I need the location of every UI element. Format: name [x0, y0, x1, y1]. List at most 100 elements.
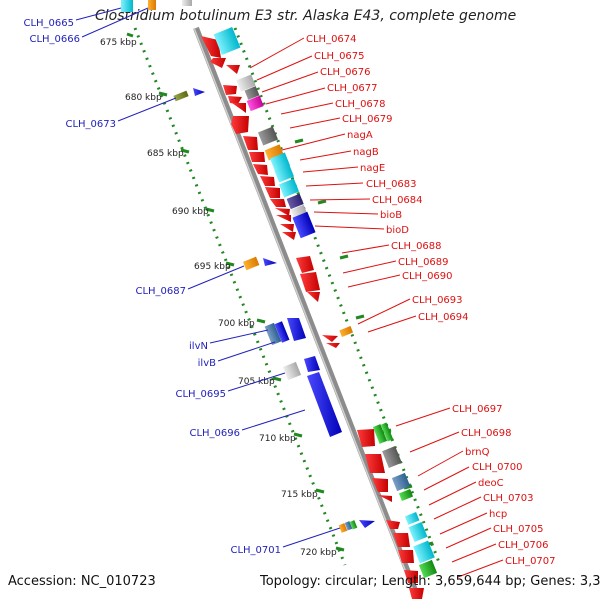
gene-label[interactable]: CLH_0707 — [505, 556, 556, 567]
gene-label[interactable]: CLH_0678 — [335, 99, 386, 110]
gene-label[interactable]: ilvN — [189, 341, 208, 352]
tick-label: 680 kbp — [125, 93, 162, 103]
gene-arrow — [296, 256, 314, 273]
gene-arrow — [210, 58, 226, 68]
backbone-highlight — [193, 27, 417, 599]
gene-arrow — [386, 520, 400, 529]
gene-arrow — [249, 152, 265, 162]
gene-label[interactable]: CLH_0703 — [483, 493, 534, 504]
gene-label[interactable]: deoC — [478, 478, 504, 489]
tick-label: 720 kbp — [300, 548, 337, 558]
gene-block — [244, 86, 260, 100]
gene-arrow — [404, 570, 418, 583]
gene-block — [274, 321, 290, 343]
gene-label[interactable]: bioB — [380, 210, 402, 221]
gene-block — [264, 144, 284, 161]
gene-label[interactable]: CLH_0698 — [461, 428, 512, 439]
gene-label[interactable]: ilvB — [198, 358, 216, 369]
gene-label[interactable]: CLH_0677 — [327, 83, 378, 94]
tick-label: 710 kbp — [259, 434, 296, 444]
gene-arrow — [276, 215, 291, 222]
gene-label[interactable]: CLH_0690 — [402, 271, 453, 282]
gene-arrow — [372, 478, 388, 492]
tick-label: 700 kbp — [218, 319, 255, 329]
gene-label[interactable]: CLH_0705 — [493, 524, 544, 535]
gene-block — [339, 325, 354, 337]
gene-block — [398, 489, 414, 501]
gene-block — [286, 193, 304, 210]
gene-label[interactable]: CLH_0695 — [175, 389, 226, 400]
gene-block — [372, 424, 388, 444]
gene-arrow — [232, 103, 246, 113]
gene-label[interactable]: CLH_0696 — [189, 428, 240, 439]
gene-arrow — [253, 164, 268, 175]
gene-arrow — [307, 372, 342, 437]
gene-label[interactable]: hcp — [489, 509, 507, 520]
gene-block — [344, 521, 353, 531]
gene-arrow — [260, 176, 275, 186]
gene-arrow — [243, 136, 258, 150]
gene-label[interactable]: CLH_0666 — [29, 34, 80, 45]
gene-block — [404, 512, 420, 525]
gene-label[interactable]: CLH_0688 — [391, 241, 442, 252]
gene-block — [413, 540, 435, 564]
gene-arrow — [378, 495, 392, 502]
gene-label[interactable]: CLH_0676 — [320, 67, 371, 78]
gene-label[interactable]: CLH_0701 — [230, 545, 281, 556]
gene-arrow — [228, 96, 242, 104]
gene-label[interactable]: CLH_0687 — [135, 286, 186, 297]
tick-label: 715 kbp — [281, 490, 318, 500]
gene-label[interactable]: CLH_0693 — [412, 295, 463, 306]
gene-label[interactable]: CLH_0700 — [472, 462, 523, 473]
gene-label[interactable]: CLH_0675 — [314, 51, 365, 62]
gene-label[interactable]: CLH_0706 — [498, 540, 549, 551]
gene-block — [380, 422, 394, 442]
gene-block — [338, 523, 348, 533]
gene-label[interactable]: CLH_0694 — [418, 312, 469, 323]
gene-block — [236, 74, 256, 92]
gene-block — [264, 322, 282, 346]
gene-label[interactable]: CLH_0684 — [372, 195, 423, 206]
gene-block — [282, 361, 302, 381]
gene-label[interactable]: nagA — [347, 130, 373, 141]
gene-arrow — [275, 208, 290, 216]
gene-label[interactable]: CLH_0697 — [452, 404, 503, 415]
gene-arrow — [393, 533, 410, 547]
gene-block — [278, 178, 300, 198]
tick-label: 675 kbp — [100, 38, 137, 48]
gene-block — [243, 256, 260, 271]
gene-arrow — [322, 335, 338, 342]
gene-block — [391, 472, 411, 492]
gene-label[interactable]: CLH_0674 — [306, 34, 357, 45]
gene-block — [349, 520, 358, 530]
gene-label[interactable]: CLH_0679 — [342, 114, 393, 125]
gene-label[interactable]: nagB — [353, 147, 379, 158]
gene-arrow — [201, 36, 221, 58]
gene-label[interactable]: CLH_0683 — [366, 179, 417, 190]
gene-arrow — [270, 199, 286, 207]
gene-block — [292, 211, 316, 239]
gene-block — [121, 0, 133, 12]
gene-block — [418, 559, 438, 579]
gene-block — [408, 521, 428, 543]
forward-gene-blocks — [173, 88, 375, 533]
gene-block — [274, 164, 295, 183]
gene-label[interactable]: CLH_0689 — [398, 257, 449, 268]
gene-arrow — [223, 85, 237, 95]
gene-arrow — [193, 88, 205, 96]
gene-label[interactable]: CLH_0673 — [65, 119, 116, 130]
tick-label: 690 kbp — [172, 207, 209, 217]
gene-arrow — [287, 318, 306, 341]
gene-arrow — [263, 258, 277, 266]
gene-arrow — [280, 224, 294, 232]
gene-label[interactable]: brnQ — [465, 447, 490, 458]
gene-arrow — [282, 232, 296, 240]
gene-label[interactable]: CLH_0665 — [23, 18, 74, 29]
genome-summary-text: Topology: circular; Length: 3,659,644 bp… — [260, 574, 600, 589]
gene-arrow — [265, 187, 280, 198]
gene-arrow — [359, 520, 375, 528]
gene-label[interactable]: nagE — [360, 163, 385, 174]
gene-label[interactable]: bioD — [386, 225, 409, 236]
accession-text: Accession: NC_010723 — [8, 574, 156, 589]
gene-block — [246, 95, 264, 112]
